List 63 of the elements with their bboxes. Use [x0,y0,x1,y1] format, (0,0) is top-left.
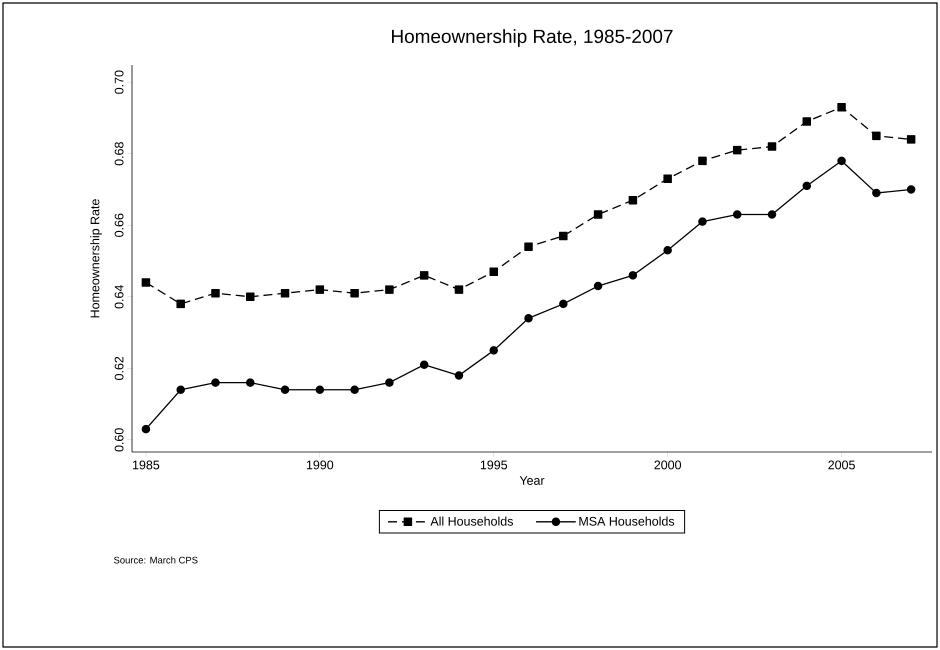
point [350,386,359,394]
point [698,156,707,166]
source-note: Source: March CPS [114,556,198,564]
point [211,378,220,387]
x-tick-label: 1985 [133,460,160,470]
y-tick-label: 0.70 [114,70,124,94]
y-tick-label: 0.66 [114,214,124,237]
point [559,300,568,308]
point [663,174,672,183]
x-axis-title: Year [520,476,544,485]
point [628,271,638,280]
point [280,386,290,394]
point [246,378,255,387]
point [385,285,394,294]
point [176,386,185,394]
point [628,196,638,204]
y-tick-label: 0.68 [114,142,124,166]
point [316,386,324,394]
point [663,246,672,255]
point [211,288,220,298]
point [594,210,602,219]
point [350,288,359,298]
point [768,210,776,219]
point [176,300,185,308]
point [316,285,324,294]
y-axis-title: Homeownership Rate [90,199,102,318]
point [420,360,428,369]
point [906,135,916,144]
point [802,182,812,190]
point [732,146,742,154]
legend-label: All Households [430,516,513,526]
point [280,288,290,298]
point [524,314,533,322]
x-tick-label: 2005 [828,460,855,470]
point [906,185,916,194]
x-tick-label: 1990 [306,460,334,470]
point [698,217,707,226]
point [524,242,533,251]
point [768,142,776,151]
point [837,102,846,112]
legend-label: MSA Households [579,516,674,526]
point [872,188,881,198]
point [385,378,394,387]
x-tick-label: 2000 [654,460,682,470]
point [489,346,498,355]
chart-title: Homeownership Rate, 1985-2007 [392,29,673,47]
point [142,278,150,287]
point [246,292,255,302]
x-tick-label: 1995 [480,460,508,470]
point [732,210,742,219]
y-tick-label: 0.64 [114,285,124,308]
point [489,267,498,276]
point [420,271,428,280]
point [872,132,881,140]
point [142,424,150,434]
point [802,117,812,126]
point [559,232,568,240]
y-tick-label: 0.60 [114,428,124,452]
point [837,156,846,166]
point [454,371,464,380]
point [594,282,602,290]
point [454,285,464,294]
y-tick-label: 0.62 [114,356,124,380]
